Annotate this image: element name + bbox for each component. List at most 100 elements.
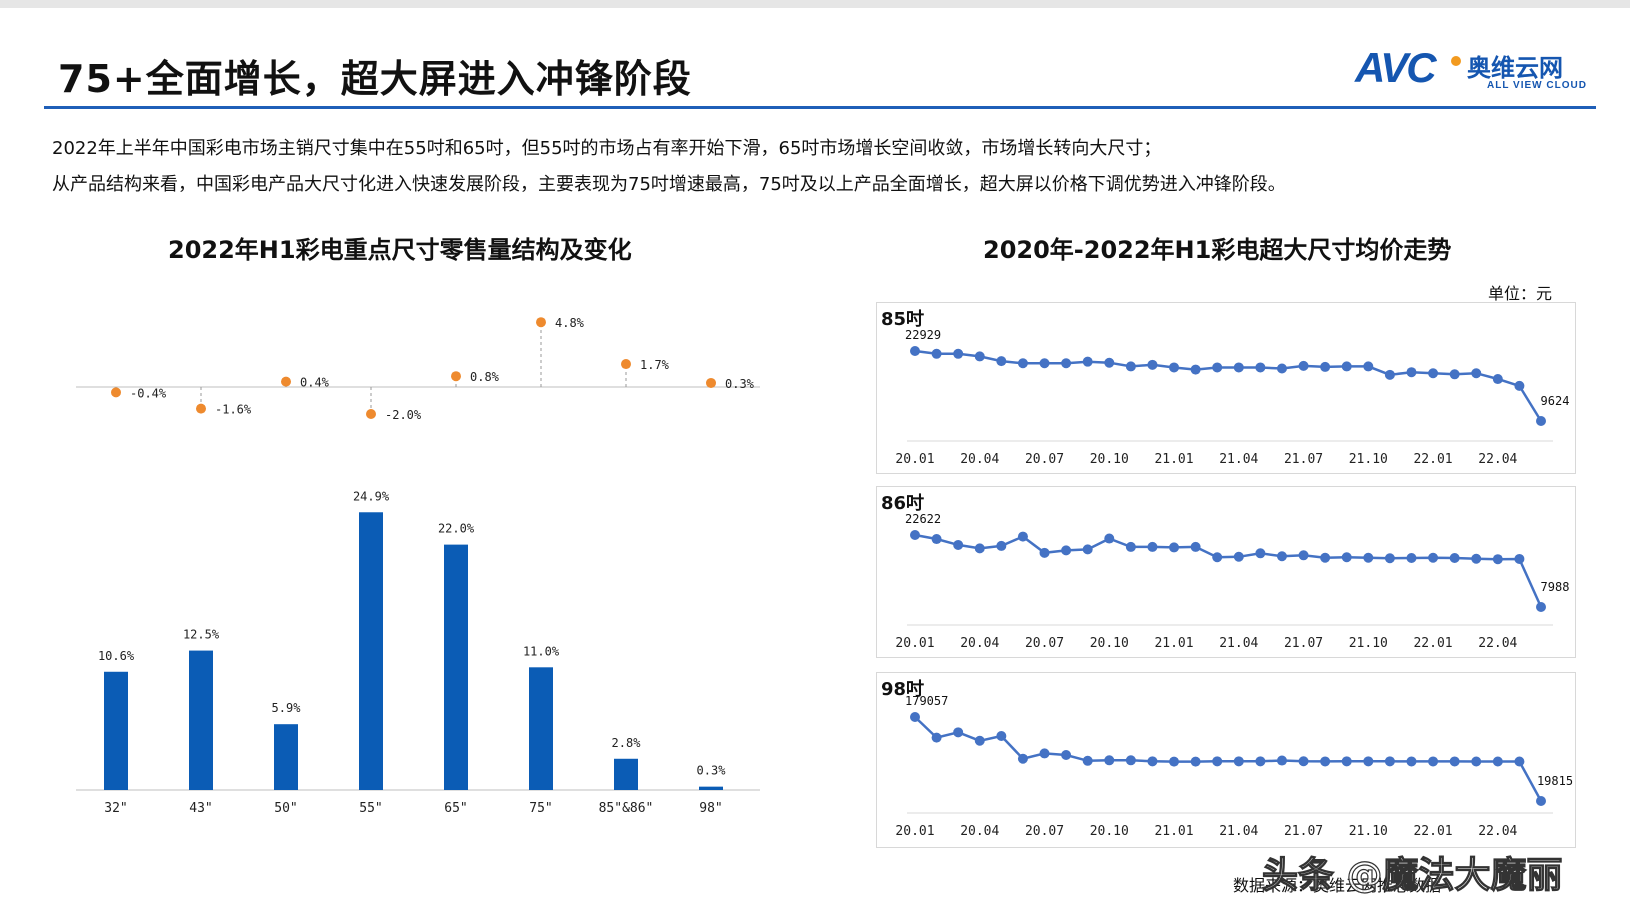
bar: [529, 667, 553, 790]
price-line: [914, 349, 1543, 422]
price-point: [1169, 542, 1180, 553]
price-point: [1061, 358, 1072, 369]
bar-category-label: 50": [274, 801, 297, 816]
price-point: [953, 348, 964, 359]
price-point: [931, 732, 942, 743]
price-point: [1320, 552, 1331, 563]
price-point: [974, 351, 985, 362]
price-point: [1169, 756, 1180, 767]
watermark: 头条 @魔法大魔丽: [1261, 854, 1563, 896]
price-point: [1341, 552, 1352, 563]
price-point: [1190, 756, 1201, 767]
price-point: [1061, 545, 1072, 556]
price-point: [1104, 357, 1115, 368]
price-point: [1276, 363, 1287, 374]
bar-category-label: 98": [699, 801, 722, 816]
x-tick-label: 22.04: [1478, 636, 1517, 651]
avc-logo: AVC 奥维云网 ALL VIEW CLOUD: [1355, 44, 1595, 98]
line-chart-98: 179057 19815 20.01 20.04 20.07 20.10 21.01 21.0…: [895, 694, 1573, 839]
unit-label: 单位：元: [1488, 284, 1553, 303]
price-point: [1471, 756, 1482, 767]
price-line: [914, 533, 1543, 608]
price-point: [910, 530, 920, 540]
title-divider: [44, 106, 1596, 109]
price-point: [1061, 750, 1072, 761]
price-point: [1536, 796, 1546, 806]
x-tick-label: 22.01: [1413, 824, 1452, 839]
price-point: [1341, 756, 1352, 767]
price-point: [1255, 756, 1266, 767]
top-strip: [0, 0, 1630, 8]
price-point: [974, 543, 985, 554]
x-tick-label: 20.07: [1025, 636, 1064, 651]
price-point: [1039, 547, 1050, 558]
price-point: [1428, 368, 1439, 379]
price-point: [1514, 380, 1525, 391]
price-point: [1363, 552, 1374, 563]
x-tick-label: 22.04: [1478, 452, 1517, 467]
x-tick-label: 20.10: [1090, 824, 1129, 839]
right-chart-title: 2020年-2022年H1彩电超大尺寸均价走势: [983, 236, 1452, 264]
price-point: [1212, 362, 1223, 373]
logo-mark: AVC: [1355, 44, 1437, 91]
change-label: -1.6%: [215, 403, 252, 417]
x-tick-label: 20.04: [960, 824, 999, 839]
panel-label-86: 86吋: [881, 493, 925, 514]
price-point: [1147, 756, 1158, 767]
bar: [104, 671, 128, 790]
price-point: [1492, 374, 1503, 385]
x-tick-label: 22.01: [1413, 636, 1452, 651]
bar-category-label: 75": [529, 801, 552, 816]
bar: [359, 512, 383, 790]
bar-value-label: 5.9%: [272, 701, 302, 715]
price-point: [1449, 756, 1460, 767]
price-point: [1017, 531, 1028, 542]
bar-value-label: 11.0%: [523, 644, 560, 658]
bar: [189, 650, 213, 790]
price-point: [1449, 369, 1460, 380]
price-point: [1276, 755, 1287, 766]
price-point: [1384, 369, 1395, 380]
price-point: [1536, 416, 1546, 426]
bar-category-label: 32": [104, 801, 127, 816]
price-point: [1276, 551, 1287, 562]
end-value-label: 7988: [1541, 580, 1570, 594]
price-point: [1255, 362, 1266, 373]
x-tick-label: 21.07: [1284, 824, 1323, 839]
price-point: [1212, 552, 1223, 563]
price-point: [1536, 602, 1546, 612]
x-tick-label: 21.01: [1154, 824, 1193, 839]
price-point: [996, 356, 1007, 367]
price-point: [1298, 360, 1309, 371]
summary-line-2: 从产品结构来看，中国彩电产品大尺寸化进入快速发展阶段，主要表现为75吋增速最高，…: [52, 174, 1286, 195]
price-point: [996, 540, 1007, 551]
x-tick-label: 22.04: [1478, 824, 1517, 839]
change-label: 0.3%: [725, 377, 755, 391]
x-tick-label: 20.04: [960, 636, 999, 651]
price-point: [1233, 362, 1244, 373]
bar: [614, 758, 638, 790]
price-point: [931, 534, 942, 545]
change-dot: [366, 409, 376, 419]
price-point: [1190, 541, 1201, 552]
change-label: 1.7%: [640, 358, 670, 372]
price-point: [1406, 756, 1417, 767]
x-tick-label: 21.01: [1154, 636, 1193, 651]
bar: [444, 544, 468, 790]
x-tick-label: 20.04: [960, 452, 999, 467]
price-point: [953, 539, 964, 550]
x-tick-label: 21.10: [1349, 636, 1388, 651]
panel-label-85: 85吋: [881, 309, 925, 330]
x-tick-label: 20.07: [1025, 824, 1064, 839]
bar: [699, 786, 723, 790]
price-point: [1363, 756, 1374, 767]
price-point: [1514, 553, 1525, 564]
price-point: [1017, 358, 1028, 369]
line-panel-98: 98吋 179057 19815 20.01 20.04 20.07 20.10 21.01…: [876, 672, 1576, 848]
start-value-label: 22929: [905, 328, 941, 342]
price-point: [1471, 368, 1482, 379]
price-point: [1406, 367, 1417, 378]
x-tick-label: 21.07: [1284, 636, 1323, 651]
price-point: [996, 731, 1007, 742]
price-point: [1125, 541, 1136, 552]
